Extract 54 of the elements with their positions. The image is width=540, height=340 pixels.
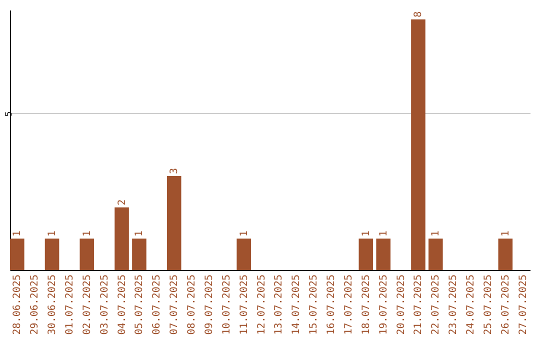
bar (498, 238, 513, 270)
data-label: 1 (12, 230, 24, 237)
x-tick-label: 15.07.2025 (308, 274, 320, 335)
data-label: 1 (134, 230, 146, 237)
x-tick-label: 14.07.2025 (291, 274, 302, 335)
bar (358, 238, 374, 270)
bar (428, 238, 443, 270)
x-tick-label: 02.07.2025 (82, 274, 93, 335)
data-label: 3 (169, 168, 180, 174)
x-tick-label: 03.07.2025 (99, 274, 110, 335)
data-label: 1 (47, 230, 58, 237)
x-tick-label: 07.07.2025 (169, 274, 180, 335)
data-label: 1 (82, 230, 93, 237)
x-tick-label: 30.06.2025 (47, 274, 58, 335)
data-label: 1 (500, 230, 512, 237)
x-tick-label: 10.07.2025 (221, 274, 232, 335)
x-tick-label: 01.07.2025 (64, 274, 76, 335)
x-tick-label: 21.07.2025 (413, 274, 424, 335)
x-tick-label: 18.07.2025 (360, 274, 372, 335)
data-label: 1 (238, 230, 250, 237)
bar (411, 19, 426, 270)
x-tick-label: 17.07.2025 (343, 274, 354, 335)
bar (166, 176, 182, 270)
data-label: 1 (378, 230, 390, 237)
x-tick-label: 08.07.2025 (186, 274, 198, 335)
x-tick-label: 11.07.2025 (238, 274, 250, 335)
bar (236, 238, 251, 270)
x-tick-label: 05.07.2025 (134, 274, 146, 335)
data-label: 8 (413, 11, 424, 18)
x-tick-label: 09.07.2025 (204, 274, 215, 335)
x-tick-label: 20.07.2025 (396, 274, 407, 335)
bar (80, 238, 94, 270)
bar (44, 238, 60, 270)
data-label: 1 (360, 230, 372, 237)
x-tick-label: 06.07.2025 (152, 274, 163, 335)
x-tick-label: 24.07.2025 (466, 274, 477, 335)
data-label: 1 (430, 230, 442, 237)
x-tick-label: 27.07.2025 (518, 274, 529, 335)
data-label: 2 (116, 199, 128, 206)
bar (376, 238, 390, 270)
bar (10, 238, 24, 270)
bar (132, 238, 146, 270)
bar (114, 207, 129, 270)
x-tick-label: 28.06.2025 (12, 274, 24, 335)
x-tick-label: 22.07.2025 (430, 274, 442, 335)
x-tick-label: 23.07.2025 (448, 274, 460, 335)
x-tick-label: 04.07.2025 (116, 274, 128, 335)
x-tick-label: 26.07.2025 (500, 274, 512, 335)
x-tick-label: 29.06.2025 (30, 274, 41, 335)
x-tick-label: 19.07.2025 (378, 274, 390, 335)
x-tick-label: 25.07.2025 (482, 274, 494, 335)
x-tick-label: 12.07.2025 (256, 274, 268, 335)
x-tick-label: 16.07.2025 (326, 274, 338, 335)
x-tick-label: 13.07.2025 (274, 274, 285, 335)
